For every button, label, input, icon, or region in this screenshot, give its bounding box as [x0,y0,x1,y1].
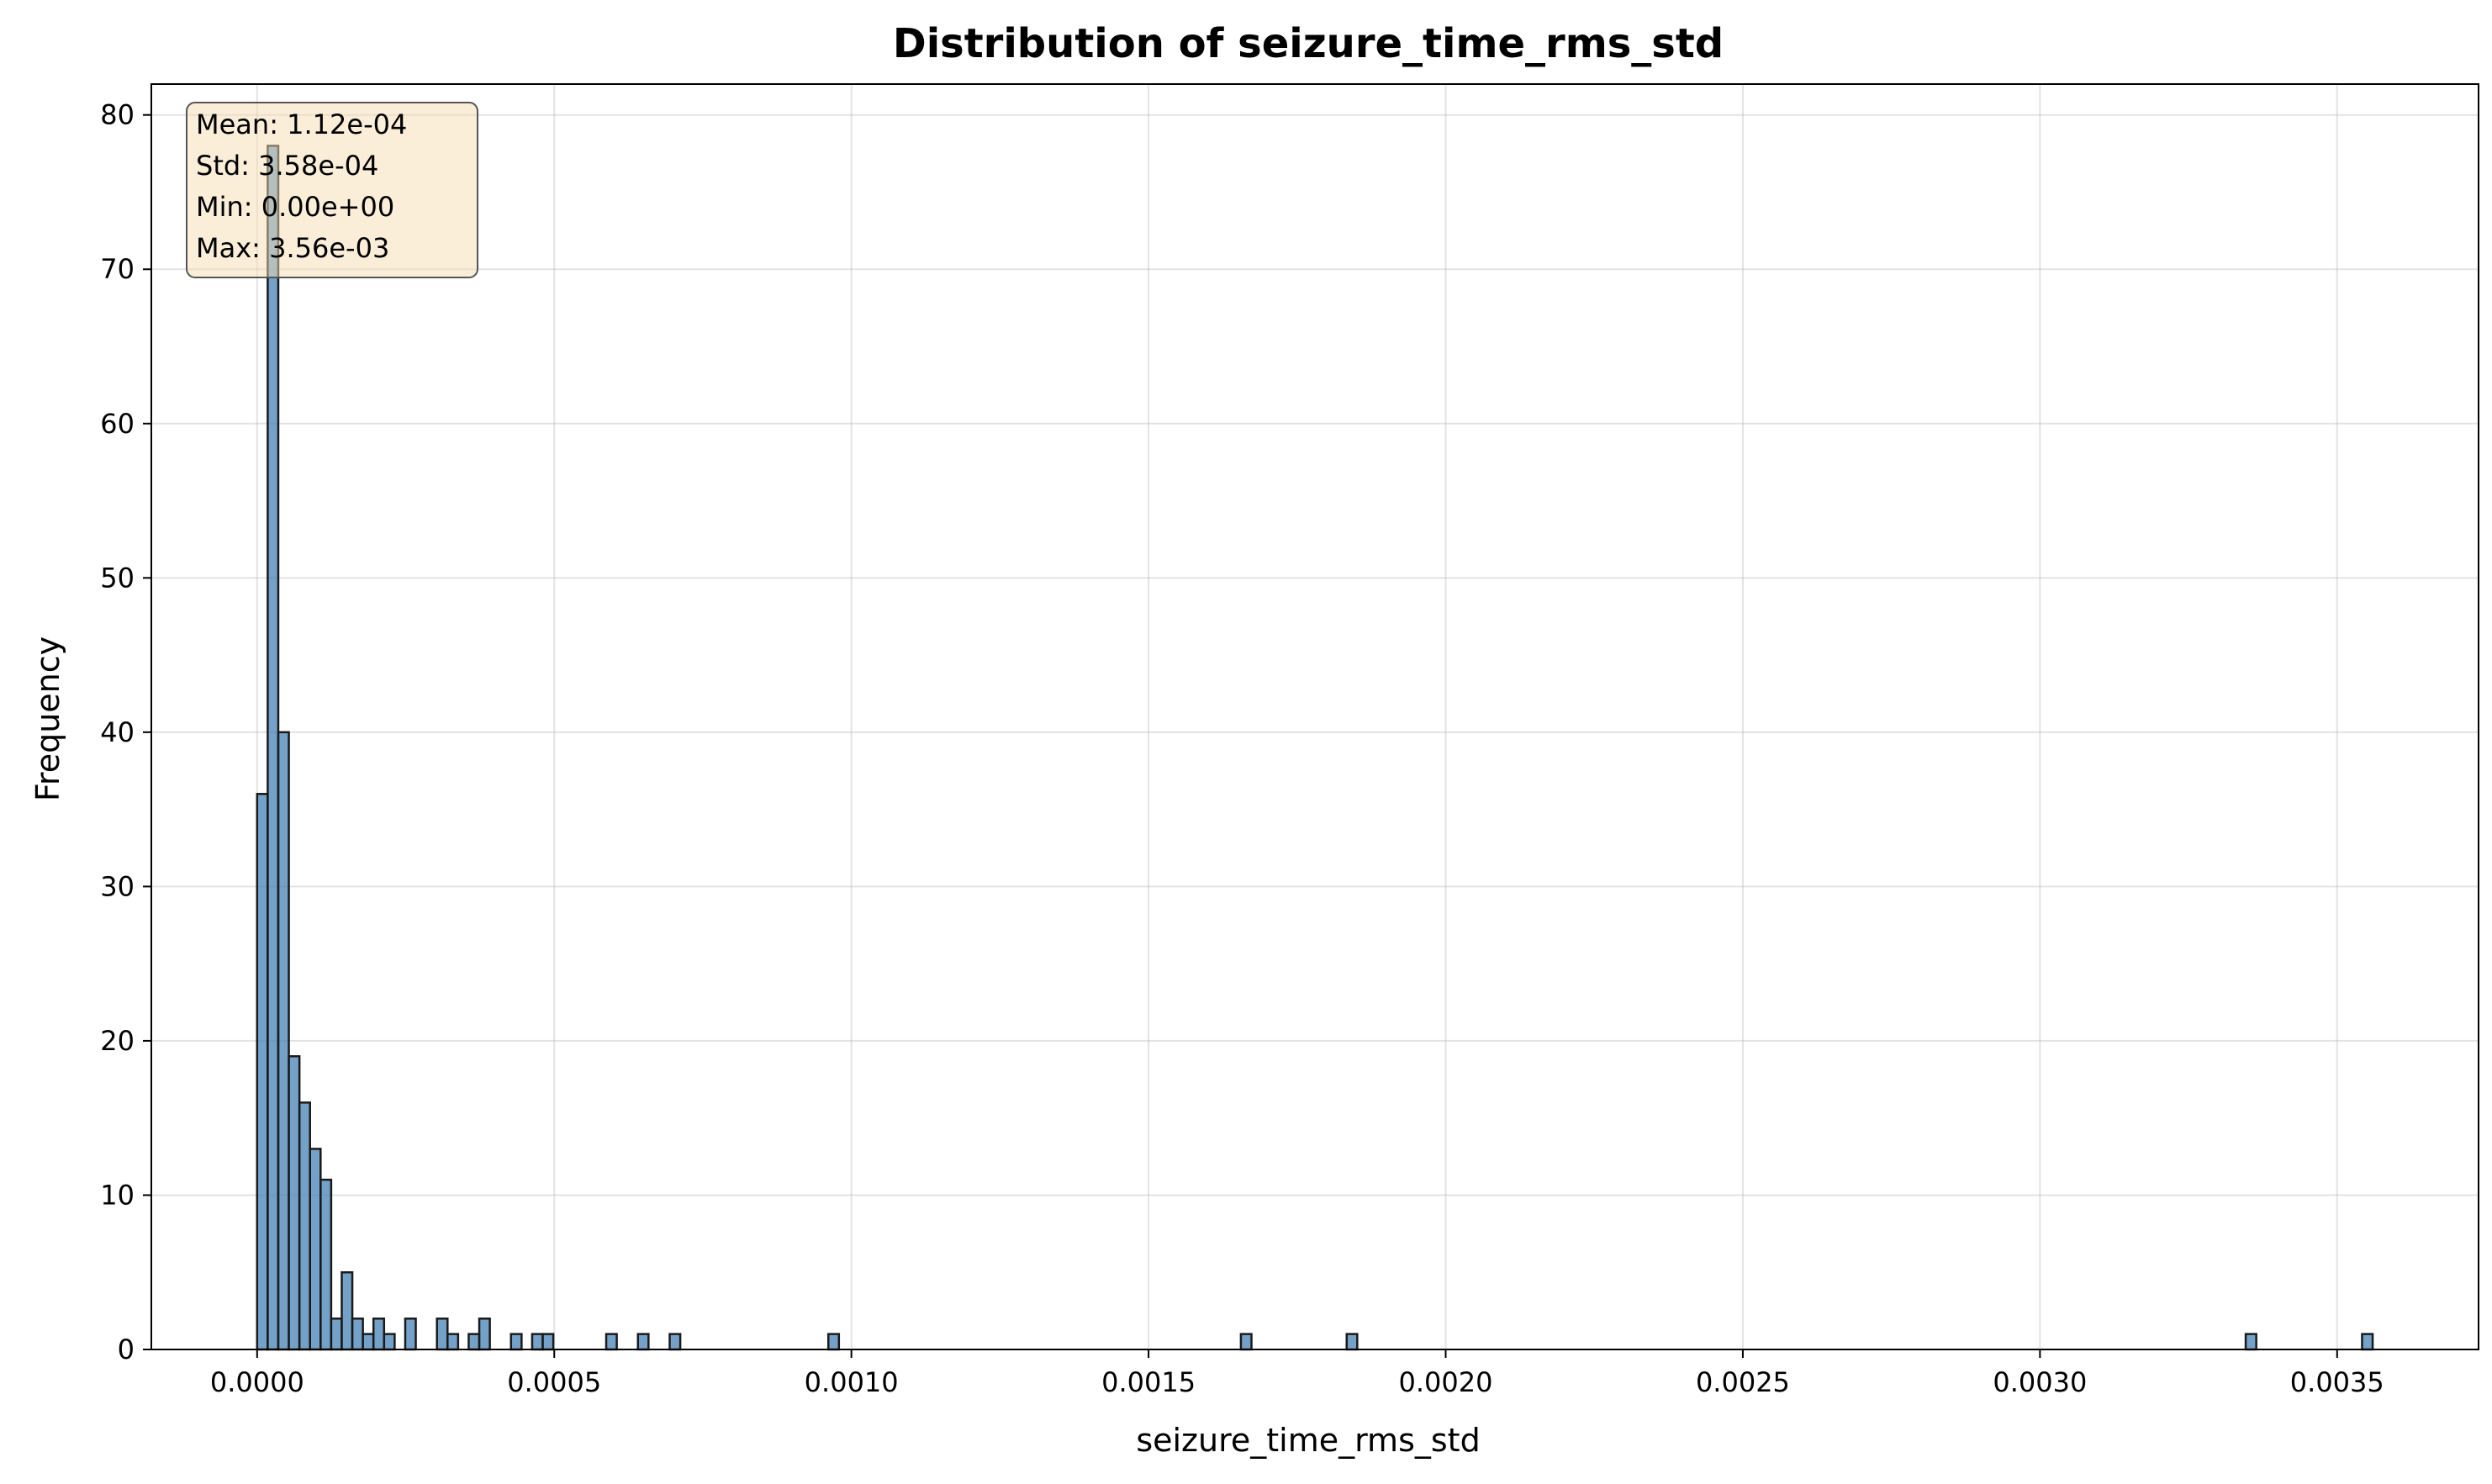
stats-max: Max: 3.56e-03 [196,232,389,264]
x-tick-label: 0.0015 [1101,1366,1196,1398]
histogram-bar [404,1318,417,1351]
y-tick-label: 50 [100,562,135,594]
histogram-bar [509,1333,523,1351]
x-tick-label: 0.0035 [2290,1366,2384,1398]
y-tick-label: 0 [118,1333,135,1365]
histogram-bar [277,731,290,1351]
histogram-bar [1239,1333,1253,1351]
histogram-bar [478,1318,491,1351]
y-tick-label: 60 [100,408,135,440]
y-tick-label: 10 [100,1179,135,1211]
histogram-bar [309,1148,322,1351]
x-tick-label: 0.0000 [210,1366,304,1398]
histogram-bar [2244,1333,2257,1351]
chart-title: Distribution of seizure_time_rms_std [893,20,1724,67]
histogram-bar [436,1318,449,1351]
x-axis-label: seizure_time_rms_std [1136,1422,1480,1459]
histogram-bar [467,1333,481,1351]
stats-mean: Mean: 1.12e-04 [196,108,407,140]
histogram-bar [2361,1333,2374,1351]
y-tick-label: 20 [100,1025,135,1057]
histogram-bar [446,1333,460,1351]
histogram-bar [383,1333,396,1351]
histogram-bar [341,1270,354,1351]
histogram-bar [605,1333,618,1351]
y-tick-label: 80 [100,99,135,131]
histogram-bar [288,1055,301,1351]
histogram-bar [330,1318,343,1351]
histogram-bar [351,1318,364,1351]
histogram-bar [541,1333,555,1351]
histogram-bar [298,1101,311,1351]
x-tick-label: 0.0010 [805,1366,899,1398]
y-tick-label: 40 [100,716,135,748]
histogram-bar [362,1333,375,1351]
x-tick-label: 0.0005 [507,1366,601,1398]
plot-area-frame [150,83,2479,1350]
stats-box: Mean: 1.12e-04 Std: 3.58e-04 Min: 0.00e+… [186,102,478,278]
x-axis-ticks: 0.0000 0.0005 0.0010 0.0015 0.0020 0.0025 0.00… [210,1349,2384,1398]
histogram-bar [531,1333,544,1351]
y-axis-ticks: 0 10 20 30 40 50 60 70 80 [100,99,151,1365]
x-tick-label: 0.0020 [1399,1366,1493,1398]
y-tick-label: 30 [100,870,135,902]
histogram-bar [1345,1333,1359,1351]
histogram-bar [636,1333,650,1351]
histogram-bar [668,1333,682,1351]
y-axis-label: Frequency [29,636,66,801]
stats-box-background [186,102,478,278]
y-tick-label: 70 [100,253,135,285]
histogram-bar [319,1178,333,1351]
histogram-bar [267,145,280,1351]
x-tick-label: 0.0030 [1993,1366,2087,1398]
x-tick-label: 0.0025 [1696,1366,1790,1398]
histogram-bar [372,1318,386,1351]
stats-min: Min: 0.00e+00 [196,191,394,223]
histogram-bar [826,1333,841,1351]
stats-std: Std: 3.58e-04 [196,150,378,182]
histogram-bar [256,793,269,1351]
